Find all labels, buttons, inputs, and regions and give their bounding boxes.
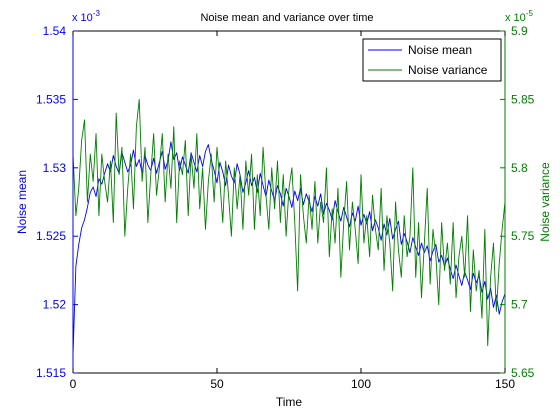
left-y-tick-label: 1.53 — [43, 161, 67, 175]
x-tick-label: 0 — [70, 377, 77, 391]
x-tick-label: 150 — [495, 377, 515, 391]
left-y-tick-label: 1.525 — [36, 229, 66, 243]
x-tick-label: 100 — [351, 377, 371, 391]
axis-ticks: 0 50 100 150 1.515 1.52 1.525 1.53 1.535 1.54 5.65… — [36, 24, 535, 391]
left-axis-label: Noise mean — [15, 170, 29, 234]
left-y-tick-label: 1.515 — [36, 366, 66, 380]
left-axis-multiplier: x 10-3 — [72, 9, 100, 24]
legend: Noise mean Noise variance — [362, 38, 502, 82]
left-y-tick-label: 1.535 — [36, 92, 66, 106]
left-y-tick-label: 1.52 — [43, 298, 67, 312]
x-axis-label: Time — [276, 395, 303, 409]
left-y-tick-label: 1.54 — [43, 24, 67, 38]
right-axis-multiplier: x 10-5 — [505, 9, 533, 24]
legend-box — [362, 38, 502, 82]
right-axis-label: Noise variance — [538, 162, 552, 242]
legend-label-noise-variance: Noise variance — [408, 63, 488, 77]
series-line-noise-variance — [72, 98, 506, 347]
right-y-tick-label: 5.7 — [511, 298, 528, 312]
plot-background — [73, 31, 505, 373]
right-y-tick-label: 5.8 — [511, 161, 528, 175]
chart-title: Noise mean and variance over time — [200, 12, 373, 24]
legend-label-noise-mean: Noise mean — [408, 43, 472, 57]
right-y-tick-label: 5.9 — [511, 24, 528, 38]
x-tick-label: 50 — [210, 377, 224, 391]
plot-area — [72, 31, 506, 373]
right-y-tick-label: 5.65 — [511, 366, 535, 380]
right-y-tick-label: 5.85 — [511, 92, 535, 106]
right-y-tick-label: 5.75 — [511, 229, 535, 243]
